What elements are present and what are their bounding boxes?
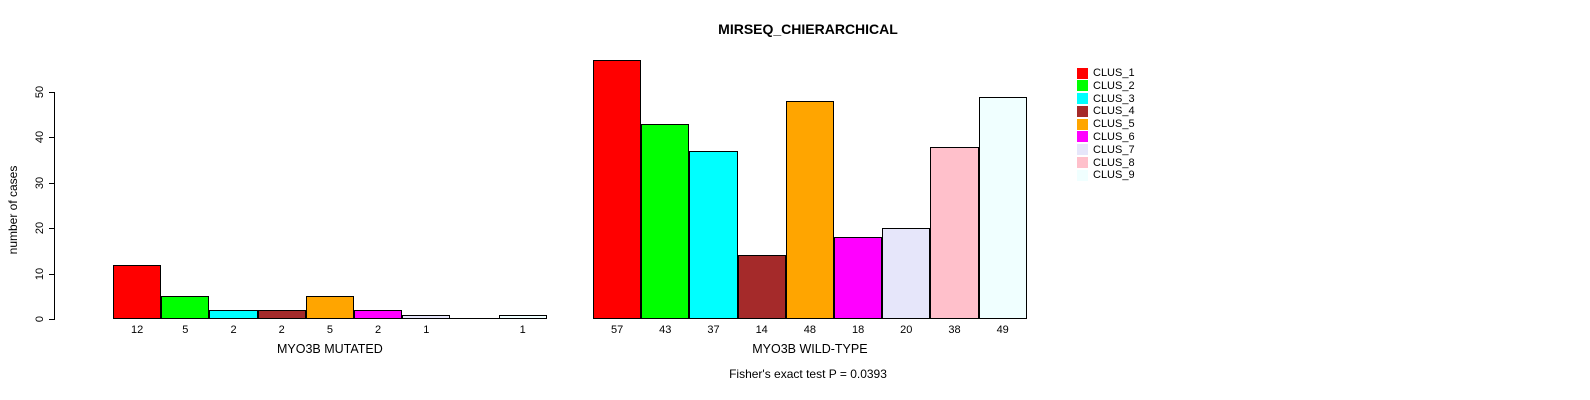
legend-swatch [1077, 67, 1088, 79]
bar-value-label: 38 [948, 324, 961, 336]
legend-label: CLUS_7 [1093, 143, 1135, 156]
bar-clus_7 [882, 228, 931, 319]
legend-row: CLUS_2 [1077, 80, 1135, 92]
bar-clus_4 [737, 255, 786, 319]
bar-value-label: 5 [326, 324, 333, 336]
bar-clus_1 [113, 264, 162, 319]
bar-clus_4 [257, 309, 306, 319]
y-tick-mark [49, 228, 55, 230]
legend-swatch [1077, 118, 1088, 130]
legend-label: CLUS_3 [1093, 92, 1135, 105]
bar-value-label: 12 [130, 324, 144, 336]
y-tick-mark [49, 319, 55, 320]
bar-clus_9 [978, 96, 1027, 319]
legend-row: CLUS_6 [1077, 131, 1135, 143]
bar-clus_3 [209, 309, 258, 319]
legend-swatch [1077, 157, 1088, 168]
legend-row: CLUS_1 [1077, 67, 1135, 79]
y-tick-mark [49, 273, 55, 275]
y-tick-label: 20 [34, 222, 46, 235]
legend-row: CLUS_9 [1077, 169, 1135, 181]
y-tick-label: 30 [34, 176, 46, 189]
bar-value-label: 1 [519, 324, 526, 336]
y-tick-label: 0 [34, 315, 46, 323]
legend-label: CLUS_1 [1093, 67, 1135, 79]
bar-clus_2 [641, 123, 690, 319]
legend-swatch [1077, 131, 1088, 143]
y-tick-mark [49, 182, 55, 184]
bar-value-label: 18 [851, 324, 865, 336]
legend-swatch [1077, 144, 1088, 156]
legend-row: CLUS_5 [1077, 118, 1135, 130]
bar-value-label: 2 [375, 324, 382, 336]
fisher-test-caption: Fisher's exact test P = 0.0393 [729, 367, 887, 381]
legend-label: CLUS_5 [1093, 118, 1135, 131]
bar-value-label: 57 [610, 324, 624, 336]
legend-label: CLUS_4 [1093, 105, 1135, 118]
bar-value-label: 5 [182, 324, 189, 336]
bar-clus_2 [161, 296, 210, 319]
legend-label: CLUS_9 [1093, 169, 1135, 182]
legend-swatch [1077, 93, 1088, 105]
bar-value-label: 20 [900, 324, 913, 336]
legend-swatch [1077, 169, 1088, 181]
legend-row: CLUS_7 [1077, 144, 1135, 156]
x-group-label: MYO3B MUTATED [276, 342, 383, 356]
legend-row: CLUS_3 [1077, 93, 1135, 105]
legend-label: CLUS_8 [1093, 156, 1135, 169]
bar-clus_9 [498, 314, 547, 319]
x-group-label: MYO3B WILD-TYPE [752, 342, 868, 356]
y-axis-line [54, 92, 55, 320]
y-tick-mark [49, 137, 55, 139]
bar-value-label: 2 [278, 324, 285, 336]
y-axis-title: number of cases [6, 165, 20, 255]
bar-clus_8 [930, 146, 979, 319]
legend-swatch [1077, 105, 1088, 117]
bar-value-label: 49 [996, 324, 1009, 336]
bar-clus_6 [354, 309, 403, 319]
legend-label: CLUS_2 [1093, 79, 1135, 92]
bar-clus_5 [785, 101, 834, 319]
legend-swatch [1077, 80, 1088, 92]
bar-value-label: 2 [230, 324, 237, 336]
bar-value-label: 1 [423, 324, 430, 336]
chart-title: MIRSEQ_CHIERARCHICAL [718, 21, 898, 37]
bar-clus_6 [834, 237, 883, 319]
bar-value-label: 48 [803, 324, 817, 336]
bar-clus_3 [689, 151, 738, 319]
y-tick-mark [49, 92, 55, 93]
y-tick-label: 10 [34, 267, 46, 280]
y-tick-label: 50 [34, 85, 46, 99]
legend-row: CLUS_8 [1077, 157, 1135, 169]
bar-clus_7 [402, 314, 451, 319]
bar-clus_8-zero [450, 318, 499, 319]
y-tick-label: 40 [34, 131, 46, 144]
bar-value-label: 37 [707, 324, 720, 336]
bar-value-label: 14 [755, 324, 768, 336]
bar-value-label: 43 [659, 324, 672, 336]
legend-row: CLUS_4 [1077, 105, 1135, 117]
bar-clus_5 [305, 296, 354, 319]
legend-label: CLUS_6 [1093, 130, 1135, 143]
bar-clus_1 [593, 60, 642, 319]
